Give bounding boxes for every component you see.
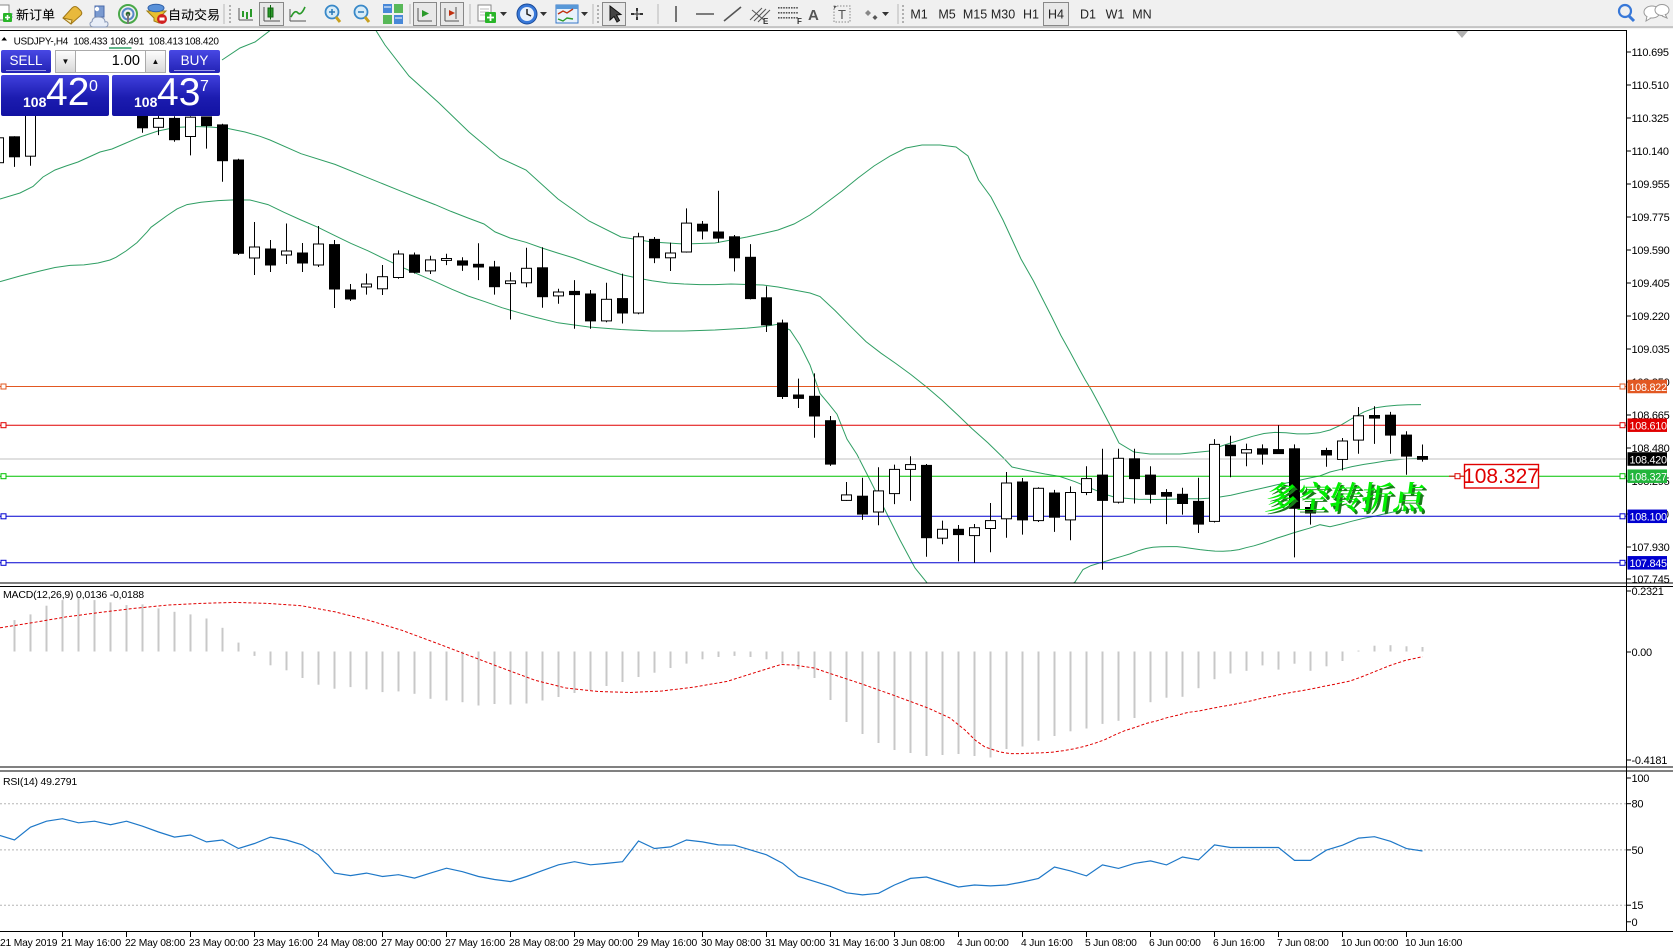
svg-text:H1: H1 bbox=[1023, 8, 1039, 22]
svg-text:23 May 00:00: 23 May 00:00 bbox=[189, 938, 249, 949]
svg-text:108.822: 108.822 bbox=[1630, 382, 1668, 394]
svg-text:4 Jun 00:00: 4 Jun 00:00 bbox=[957, 938, 1009, 949]
svg-text:31 May 00:00: 31 May 00:00 bbox=[765, 938, 825, 949]
svg-text:109.035: 109.035 bbox=[1632, 344, 1670, 356]
svg-text:80: 80 bbox=[1632, 799, 1644, 811]
svg-text:50: 50 bbox=[1632, 845, 1644, 857]
svg-text:108.413: 108.413 bbox=[149, 37, 184, 48]
svg-text:0.2321: 0.2321 bbox=[1632, 586, 1664, 598]
svg-text:108.491: 108.491 bbox=[110, 37, 145, 48]
svg-text:100: 100 bbox=[1632, 773, 1650, 785]
svg-text:M5: M5 bbox=[938, 8, 955, 22]
svg-text:0: 0 bbox=[1632, 917, 1638, 929]
svg-text:-0.4181: -0.4181 bbox=[1632, 755, 1668, 767]
svg-text:M1: M1 bbox=[910, 8, 927, 22]
svg-text:6 Jun 16:00: 6 Jun 16:00 bbox=[1213, 938, 1265, 949]
svg-text:23 May 16:00: 23 May 16:00 bbox=[253, 938, 313, 949]
svg-text:T: T bbox=[838, 7, 846, 22]
svg-text:A: A bbox=[808, 7, 819, 24]
svg-text:109.590: 109.590 bbox=[1632, 245, 1670, 257]
svg-text:108.420: 108.420 bbox=[1630, 454, 1668, 466]
svg-text:30 May 08:00: 30 May 08:00 bbox=[701, 938, 761, 949]
svg-text:29 May 00:00: 29 May 00:00 bbox=[573, 938, 633, 949]
svg-text:107.745: 107.745 bbox=[1632, 574, 1670, 586]
svg-text:108.327: 108.327 bbox=[1463, 465, 1539, 488]
svg-text:21 May 16:00: 21 May 16:00 bbox=[61, 938, 121, 949]
svg-text:110.510: 110.510 bbox=[1632, 80, 1669, 92]
svg-text:F: F bbox=[797, 17, 802, 26]
svg-text:MACD(12,26,9) 0,0136 -0,0188: MACD(12,26,9) 0,0136 -0,0188 bbox=[3, 589, 144, 601]
svg-text:109.405: 109.405 bbox=[1632, 278, 1670, 290]
svg-text:109.775: 109.775 bbox=[1632, 212, 1670, 224]
svg-text:110.140: 110.140 bbox=[1632, 146, 1669, 158]
svg-text:110.695: 110.695 bbox=[1632, 47, 1669, 59]
svg-text:107.930: 107.930 bbox=[1632, 542, 1670, 554]
svg-text:24 May 08:00: 24 May 08:00 bbox=[317, 938, 377, 949]
svg-text:108.480: 108.480 bbox=[1632, 443, 1670, 455]
svg-text:110.325: 110.325 bbox=[1632, 113, 1669, 125]
svg-text:3 Jun 08:00: 3 Jun 08:00 bbox=[893, 938, 945, 949]
svg-text:4 Jun 16:00: 4 Jun 16:00 bbox=[1021, 938, 1073, 949]
svg-text:29 May 16:00: 29 May 16:00 bbox=[637, 938, 697, 949]
svg-text:10 Jun 16:00: 10 Jun 16:00 bbox=[1405, 938, 1463, 949]
svg-text:E: E bbox=[763, 17, 769, 26]
svg-text:109.955: 109.955 bbox=[1632, 179, 1670, 191]
svg-text:0.00: 0.00 bbox=[1632, 647, 1653, 659]
svg-text:RSI(14) 49.2791: RSI(14) 49.2791 bbox=[3, 776, 77, 788]
svg-text:M30: M30 bbox=[991, 8, 1015, 22]
svg-text:28 May 08:00: 28 May 08:00 bbox=[509, 938, 569, 949]
svg-text:15: 15 bbox=[1632, 900, 1644, 912]
svg-text:109.220: 109.220 bbox=[1632, 311, 1670, 323]
svg-text:107.845: 107.845 bbox=[1630, 558, 1668, 570]
svg-text:108.433: 108.433 bbox=[73, 37, 108, 48]
svg-text:108.610: 108.610 bbox=[1630, 421, 1668, 433]
svg-text:M15: M15 bbox=[963, 8, 987, 22]
svg-text:5 Jun 08:00: 5 Jun 08:00 bbox=[1085, 938, 1137, 949]
svg-text:6 Jun 00:00: 6 Jun 00:00 bbox=[1149, 938, 1201, 949]
svg-text:108.100: 108.100 bbox=[1630, 512, 1668, 524]
svg-text:MN: MN bbox=[1132, 8, 1151, 22]
svg-text:108.420: 108.420 bbox=[185, 37, 220, 48]
svg-text:H4: H4 bbox=[1048, 8, 1064, 22]
svg-text:27 May 16:00: 27 May 16:00 bbox=[445, 938, 505, 949]
svg-text:31 May 16:00: 31 May 16:00 bbox=[829, 938, 889, 949]
svg-text:21 May 2019: 21 May 2019 bbox=[0, 938, 58, 949]
svg-text:10 Jun 00:00: 10 Jun 00:00 bbox=[1341, 938, 1399, 949]
svg-text:D1: D1 bbox=[1080, 8, 1096, 22]
svg-text:108.327: 108.327 bbox=[1630, 472, 1668, 484]
svg-text:USDJPY-,H4: USDJPY-,H4 bbox=[14, 37, 69, 48]
svg-text:7 Jun 08:00: 7 Jun 08:00 bbox=[1277, 938, 1329, 949]
svg-text:W1: W1 bbox=[1106, 8, 1125, 22]
svg-text:27 May 00:00: 27 May 00:00 bbox=[381, 938, 441, 949]
svg-text:22 May 08:00: 22 May 08:00 bbox=[125, 938, 185, 949]
